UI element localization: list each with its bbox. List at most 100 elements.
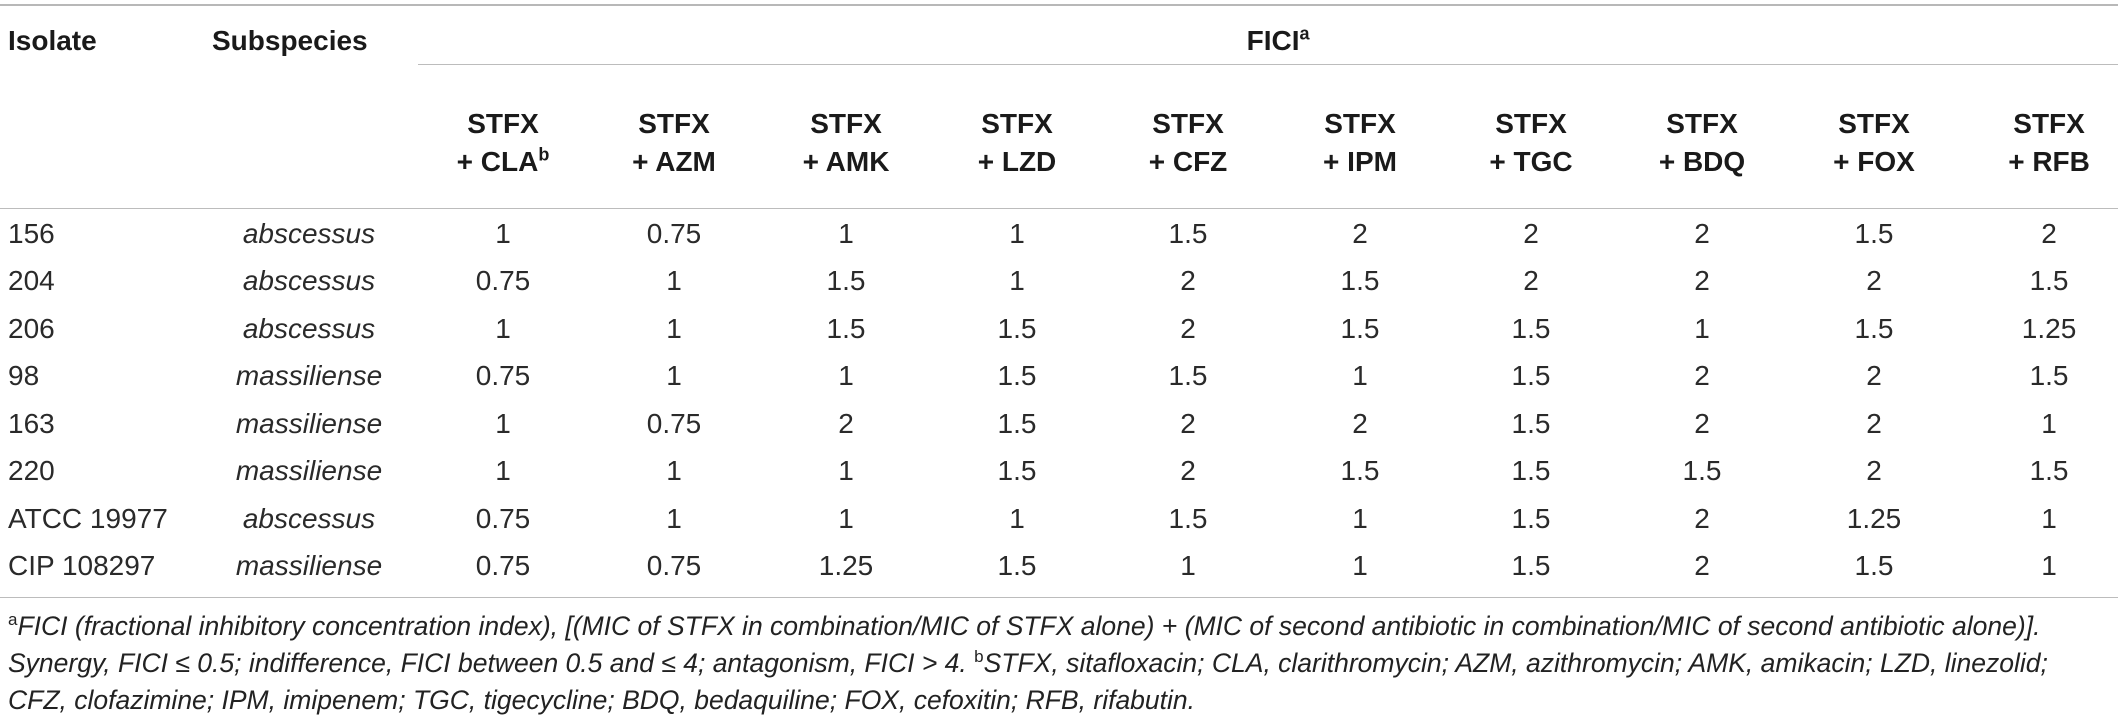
isolate-cell: 163 bbox=[8, 407, 55, 439]
fici-value-cell: 0.75 bbox=[475, 265, 531, 297]
fici-value-cell: 1 bbox=[2041, 502, 2057, 534]
fici-value-cell: 1.5 bbox=[1854, 312, 1894, 344]
fici-header: FICIa bbox=[1246, 23, 1310, 56]
table-row: 98 massiliense 0.75 1 1 1.5 1.5 1 1.5 2 2 1.5 bbox=[0, 353, 2118, 401]
fici-value-cell: 1 bbox=[838, 502, 854, 534]
combination-header: STFX + CLAb bbox=[456, 108, 550, 177]
table-row: 156 abscessus 1 0.75 1 1 1.5 2 2 2 1.5 2 bbox=[0, 210, 2118, 258]
fici-value-cell: 1.5 bbox=[826, 265, 866, 297]
fici-value-cell: 1.5 bbox=[2029, 265, 2069, 297]
fici-value-cell: 0.75 bbox=[646, 407, 702, 439]
fici-value-cell: 1 bbox=[1694, 312, 1710, 344]
fici-value-cell: 2 bbox=[1180, 407, 1196, 439]
fici-value-cell: 2 bbox=[1523, 217, 1539, 249]
subspecies-cell: massiliense bbox=[235, 455, 383, 487]
fici-value-cell: 1 bbox=[666, 265, 682, 297]
fici-value-cell: 1.5 bbox=[997, 312, 1037, 344]
fici-value-cell: 2 bbox=[1523, 265, 1539, 297]
isolate-cell: CIP 108297 bbox=[8, 550, 156, 582]
fici-value-cell: 1 bbox=[666, 360, 682, 392]
fici-value-cell: 2 bbox=[1694, 502, 1710, 534]
table-body: 156 abscessus 1 0.75 1 1 1.5 2 2 2 1.5 2 204 abscessu… bbox=[0, 210, 2118, 590]
fici-value-cell: 1 bbox=[1009, 502, 1025, 534]
table-row: 163 massiliense 1 0.75 2 1.5 2 2 1.5 2 2 1 bbox=[0, 400, 2118, 448]
combination-header: STFX + CFZ bbox=[1148, 108, 1228, 177]
fici-value-cell: 1 bbox=[1352, 502, 1368, 534]
fici-value-cell: 2 bbox=[1866, 265, 1882, 297]
fici-value-cell: 1.5 bbox=[1682, 455, 1722, 487]
fici-value-cell: 1 bbox=[1009, 265, 1025, 297]
subspecies-cell: massiliense bbox=[235, 407, 383, 439]
fici-value-cell: 2 bbox=[1352, 217, 1368, 249]
fici-value-cell: 1.25 bbox=[1846, 502, 1902, 534]
combination-header: STFX + FOX bbox=[1833, 108, 1915, 177]
fici-value-cell: 1 bbox=[1352, 360, 1368, 392]
subspecies-cell: massiliense bbox=[235, 360, 383, 392]
fici-value-cell: 1.5 bbox=[997, 550, 1037, 582]
fici-value-cell: 1 bbox=[495, 312, 511, 344]
fici-value-cell: 1.5 bbox=[1340, 455, 1380, 487]
footnote-b-text: STFX, sitafloxacin; CLA, clarithromycin;… bbox=[8, 648, 2048, 715]
fici-value-cell: 2 bbox=[1866, 407, 1882, 439]
fici-value-cell: 1.5 bbox=[1340, 312, 1380, 344]
fici-value-cell: 1.5 bbox=[997, 360, 1037, 392]
footnote-a-text: FICI (fractional inhibitory concentratio… bbox=[8, 611, 2041, 678]
fici-value-cell: 2 bbox=[1694, 550, 1710, 582]
subspecies-header: Subspecies bbox=[212, 25, 368, 56]
header-bottom-rule bbox=[0, 208, 2118, 209]
subspecies-cell: massiliense bbox=[235, 550, 383, 582]
combination-header: STFX + LZD bbox=[977, 108, 1057, 177]
fici-value-cell: 1 bbox=[838, 217, 854, 249]
isolate-cell: 204 bbox=[8, 265, 55, 297]
fici-value-cell: 2 bbox=[1866, 455, 1882, 487]
combination-header: STFX + AZM bbox=[632, 108, 716, 177]
fici-value-cell: 1.5 bbox=[1511, 502, 1551, 534]
footnote-a-mark: a bbox=[8, 610, 18, 630]
fici-value-cell: 1.5 bbox=[997, 407, 1037, 439]
subspecies-cell: abscessus bbox=[242, 217, 376, 249]
fici-value-cell: 1.5 bbox=[1854, 217, 1894, 249]
subspecies-cell: abscessus bbox=[242, 265, 376, 297]
empty-header-cell bbox=[200, 76, 418, 210]
table-row: ATCC 19977 abscessus 0.75 1 1 1 1.5 1 1.5 2 1.25 1 bbox=[0, 495, 2118, 543]
fici-value-cell: 2 bbox=[1866, 360, 1882, 392]
fici-value-cell: 1.5 bbox=[1340, 265, 1380, 297]
fici-value-cell: 1 bbox=[838, 360, 854, 392]
fici-value-cell: 0.75 bbox=[475, 502, 531, 534]
fici-value-cell: 2 bbox=[1352, 407, 1368, 439]
fici-header-rule bbox=[418, 64, 2118, 65]
fici-value-cell: 2 bbox=[1180, 265, 1196, 297]
isolate-cell: ATCC 19977 bbox=[8, 502, 168, 534]
fici-value-cell: 1 bbox=[495, 217, 511, 249]
fici-value-cell: 1 bbox=[495, 455, 511, 487]
fici-value-cell: 1 bbox=[838, 455, 854, 487]
table-row: 220 massiliense 1 1 1 1.5 2 1.5 1.5 1.5 2 1.5 bbox=[0, 448, 2118, 496]
combination-header: STFX + AMK bbox=[802, 108, 890, 177]
fici-value-cell: 1.5 bbox=[1168, 360, 1208, 392]
isolate-cell: 156 bbox=[8, 217, 55, 249]
fici-value-cell: 1.25 bbox=[2021, 312, 2077, 344]
empty-header-cell bbox=[0, 76, 200, 210]
fici-value-cell: 1.5 bbox=[1168, 217, 1208, 249]
fici-value-cell: 1 bbox=[495, 407, 511, 439]
fici-value-cell: 0.75 bbox=[475, 550, 531, 582]
fici-value-cell: 1.5 bbox=[1511, 407, 1551, 439]
fici-value-cell: 2 bbox=[1180, 312, 1196, 344]
fici-value-cell: 0.75 bbox=[646, 550, 702, 582]
fici-table: Isolate Subspecies FICIa STFX + CLAb STFX +… bbox=[0, 6, 2118, 590]
fici-value-cell: 2 bbox=[1180, 455, 1196, 487]
table-row: 206 abscessus 1 1 1.5 1.5 2 1.5 1.5 1 1.5 1.25 bbox=[0, 305, 2118, 353]
fici-value-cell: 1 bbox=[666, 312, 682, 344]
isolate-cell: 98 bbox=[8, 360, 40, 392]
subspecies-cell: abscessus bbox=[242, 312, 376, 344]
fici-value-cell: 1 bbox=[666, 455, 682, 487]
fici-value-cell: 1.5 bbox=[1854, 550, 1894, 582]
combination-header: STFX + TGC bbox=[1489, 108, 1573, 177]
fici-value-cell: 1 bbox=[2041, 550, 2057, 582]
fici-value-cell: 1.5 bbox=[1511, 455, 1551, 487]
table-footnote: aFICI (fractional inhibitory concentrati… bbox=[8, 608, 2108, 719]
fici-value-cell: 1.5 bbox=[1511, 312, 1551, 344]
table-top-rule bbox=[0, 4, 2118, 6]
header-row: Isolate Subspecies FICIa bbox=[0, 6, 2118, 76]
footnote-b-marker: b bbox=[538, 144, 550, 165]
